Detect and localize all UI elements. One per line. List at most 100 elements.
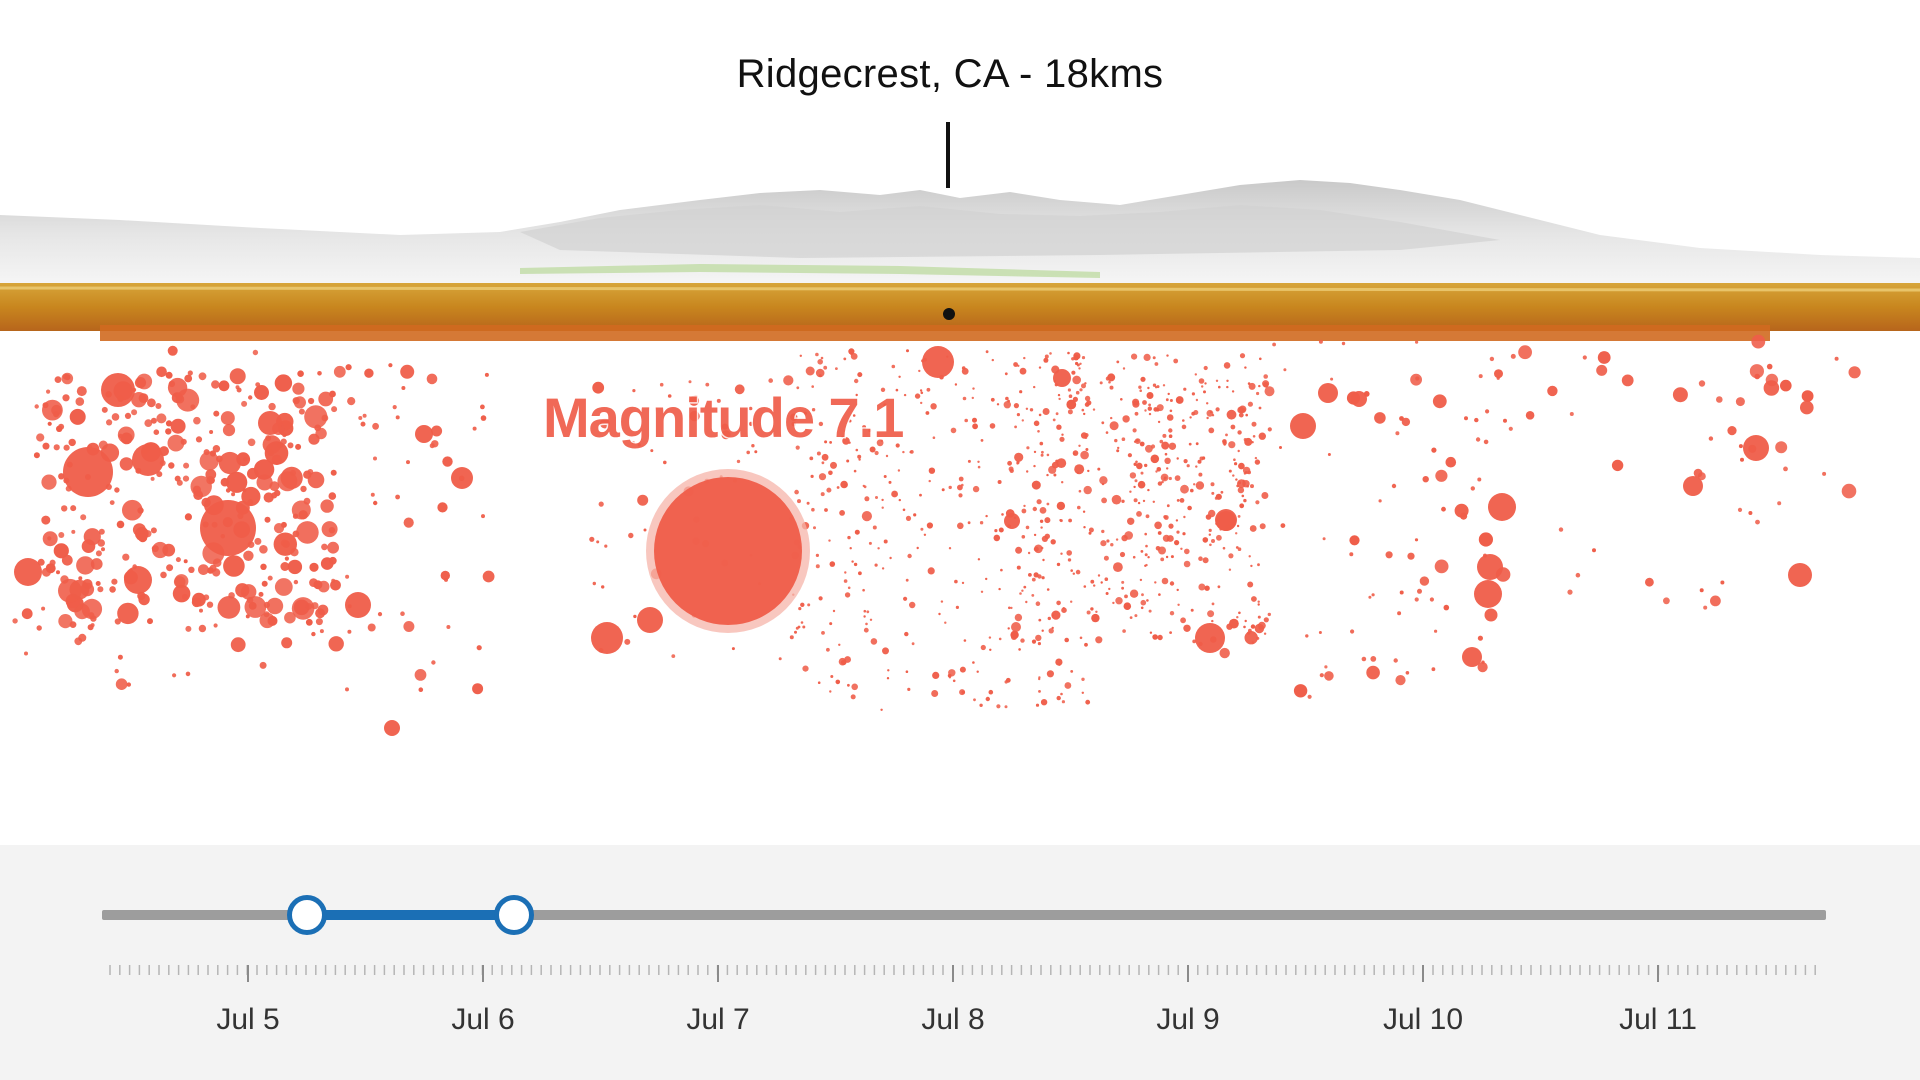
earthquake-point[interactable] bbox=[131, 392, 147, 408]
earthquake-point[interactable] bbox=[1016, 413, 1021, 417]
earthquake-point[interactable] bbox=[1070, 569, 1073, 572]
earthquake-point[interactable] bbox=[958, 493, 963, 498]
earthquake-point[interactable] bbox=[863, 609, 867, 613]
earthquake-point[interactable] bbox=[1113, 562, 1123, 572]
earthquake-point[interactable] bbox=[1037, 642, 1041, 646]
earthquake-point[interactable] bbox=[1193, 410, 1199, 415]
earthquake-point[interactable] bbox=[1162, 433, 1167, 438]
earthquake-point[interactable] bbox=[734, 384, 745, 395]
earthquake-point[interactable] bbox=[1243, 438, 1247, 442]
earthquake-point[interactable] bbox=[909, 450, 914, 454]
earthquake-point[interactable] bbox=[1120, 398, 1123, 401]
earthquake-point[interactable] bbox=[46, 567, 52, 572]
earthquake-point[interactable] bbox=[799, 354, 802, 357]
earthquake-point[interactable] bbox=[1066, 550, 1072, 556]
earthquake-point[interactable] bbox=[1026, 446, 1030, 450]
earthquake-point[interactable] bbox=[431, 425, 443, 437]
earthquake-point[interactable] bbox=[362, 413, 367, 418]
earthquake-point[interactable] bbox=[821, 461, 825, 465]
earthquake-point[interactable] bbox=[824, 508, 828, 512]
earthquake-point[interactable] bbox=[632, 389, 636, 393]
earthquake-point[interactable] bbox=[985, 577, 988, 581]
earthquake-point[interactable] bbox=[818, 473, 827, 481]
earthquake-point[interactable] bbox=[789, 635, 794, 640]
earthquake-point[interactable] bbox=[826, 647, 830, 652]
earthquake-point[interactable] bbox=[1751, 334, 1766, 349]
earthquake-point[interactable] bbox=[932, 671, 940, 680]
earthquake-point[interactable] bbox=[1216, 511, 1236, 531]
earthquake-point[interactable] bbox=[213, 623, 218, 628]
earthquake-point[interactable] bbox=[842, 437, 850, 445]
earthquake-point[interactable] bbox=[1090, 579, 1095, 584]
earthquake-point[interactable] bbox=[1025, 525, 1030, 530]
earthquake-point[interactable] bbox=[1397, 611, 1402, 616]
earthquake-point[interactable] bbox=[1231, 390, 1235, 393]
earthquake-point[interactable] bbox=[911, 642, 915, 646]
earthquake-point[interactable] bbox=[1547, 385, 1558, 397]
earthquake-point[interactable] bbox=[888, 480, 892, 484]
earthquake-point[interactable] bbox=[1085, 448, 1089, 451]
earthquake-point[interactable] bbox=[1740, 457, 1744, 462]
earthquake-point[interactable] bbox=[1140, 599, 1147, 606]
earthquake-point[interactable] bbox=[254, 385, 269, 400]
earthquake-point[interactable] bbox=[851, 683, 858, 691]
earthquake-point[interactable] bbox=[800, 602, 805, 607]
earthquake-point[interactable] bbox=[1082, 510, 1086, 513]
earthquake-point[interactable] bbox=[1011, 622, 1021, 632]
earthquake-point[interactable] bbox=[1129, 589, 1139, 598]
earthquake-point[interactable] bbox=[1068, 518, 1072, 523]
earthquake-point[interactable] bbox=[184, 374, 193, 383]
earthquake-point[interactable] bbox=[1211, 619, 1214, 623]
earthquake-point[interactable] bbox=[1192, 639, 1197, 644]
earthquake-point[interactable] bbox=[1219, 647, 1230, 659]
earthquake-point[interactable] bbox=[919, 389, 923, 392]
earthquake-point[interactable] bbox=[58, 614, 73, 629]
earthquake-point[interactable] bbox=[1366, 665, 1380, 680]
earthquake-point[interactable] bbox=[1129, 616, 1133, 619]
earthquake-point[interactable] bbox=[1157, 531, 1162, 535]
earthquake-point[interactable] bbox=[1483, 439, 1489, 445]
earthquake-point[interactable] bbox=[637, 443, 641, 447]
earthquake-point[interactable] bbox=[1228, 553, 1234, 559]
earthquake-point[interactable] bbox=[790, 413, 798, 421]
earthquake-point[interactable] bbox=[991, 358, 994, 362]
earthquake-point[interactable] bbox=[1710, 595, 1721, 607]
earthquake-point[interactable] bbox=[1080, 450, 1089, 460]
earthquake-point[interactable] bbox=[1385, 551, 1393, 559]
earthquake-point[interactable] bbox=[972, 417, 977, 423]
earthquake-point[interactable] bbox=[293, 599, 310, 616]
earthquake-point[interactable] bbox=[1105, 431, 1109, 434]
earthquake-point[interactable] bbox=[659, 382, 664, 387]
earthquake-point[interactable] bbox=[895, 443, 900, 448]
earthquake-point[interactable] bbox=[1055, 412, 1059, 416]
earthquake-point[interactable] bbox=[1068, 394, 1073, 399]
earthquake-point[interactable] bbox=[1090, 607, 1094, 611]
earthquake-point[interactable] bbox=[1214, 496, 1218, 500]
earthquake-point[interactable] bbox=[663, 460, 667, 465]
earthquake-point[interactable] bbox=[261, 580, 268, 587]
earthquake-point[interactable] bbox=[1140, 471, 1144, 475]
earthquake-point[interactable] bbox=[1361, 656, 1367, 662]
earthquake-point[interactable] bbox=[1007, 627, 1010, 630]
earthquake-point[interactable] bbox=[1101, 529, 1105, 534]
earthquake-point[interactable] bbox=[46, 389, 51, 394]
earthquake-point[interactable] bbox=[1056, 501, 1066, 511]
earthquake-point[interactable] bbox=[1582, 355, 1587, 360]
earthquake-point[interactable] bbox=[1245, 413, 1248, 417]
earthquake-point[interactable] bbox=[1241, 494, 1245, 498]
earthquake-point[interactable] bbox=[1262, 380, 1270, 388]
earthquake-points[interactable] bbox=[12, 334, 1861, 736]
earthquake-point[interactable] bbox=[1280, 523, 1286, 528]
earthquake-point[interactable] bbox=[815, 564, 820, 569]
earthquake-point[interactable] bbox=[925, 411, 930, 415]
earthquake-point[interactable] bbox=[972, 661, 975, 664]
earthquake-point[interactable] bbox=[1206, 416, 1209, 420]
earthquake-point[interactable] bbox=[167, 434, 185, 452]
earthquake-point[interactable] bbox=[980, 439, 984, 442]
earthquake-point[interactable] bbox=[829, 690, 832, 693]
earthquake-point[interactable] bbox=[274, 374, 293, 392]
earthquake-point[interactable] bbox=[1152, 634, 1158, 640]
earthquake-point[interactable] bbox=[61, 554, 73, 566]
earthquake-point[interactable] bbox=[1203, 390, 1206, 394]
earthquake-point[interactable] bbox=[1005, 677, 1011, 683]
